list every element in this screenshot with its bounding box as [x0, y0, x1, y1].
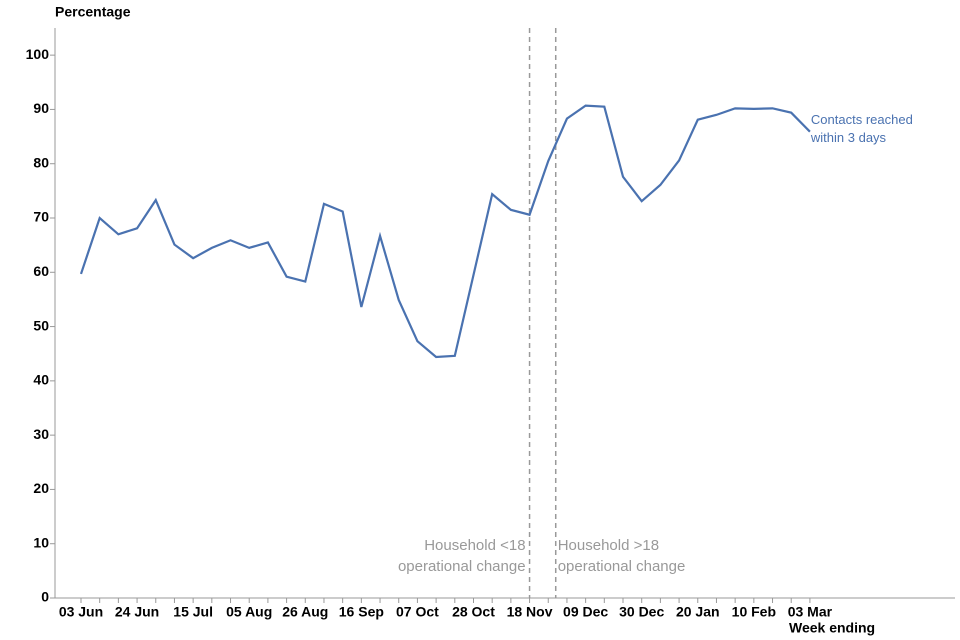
y-tick-label: 50 [33, 317, 49, 333]
x-tick-label: 16 Sep [339, 604, 384, 620]
y-tick-label: 30 [33, 426, 49, 442]
y-tick-label: 80 [33, 154, 49, 170]
x-axis-title: Week ending [789, 620, 875, 636]
annotation-label: operational change [558, 558, 686, 575]
series-label: within 3 days [810, 130, 887, 145]
annotation-label: Household >18 [558, 537, 659, 554]
data-line [79, 104, 811, 359]
y-tick-label: 0 [41, 589, 49, 605]
y-tick-label: 10 [33, 534, 49, 550]
x-tick-label: 03 Jun [59, 604, 103, 620]
annotation-label: Household <18 [424, 537, 525, 554]
x-tick-label: 15 Jul [173, 604, 213, 620]
y-tick-label: 100 [26, 46, 50, 62]
x-tick-label: 26 Aug [282, 604, 328, 620]
x-tick-label: 24 Jun [115, 604, 159, 620]
x-tick-label: 05 Aug [226, 604, 272, 620]
x-tick-label: 30 Dec [619, 604, 664, 620]
x-tick-label: 09 Dec [563, 604, 608, 620]
series-label: Contacts reached [811, 112, 913, 127]
x-tick-label: 07 Oct [396, 604, 439, 620]
x-tick-label: 10 Feb [732, 604, 776, 620]
y-tick-label: 20 [33, 480, 49, 496]
y-axis-title: Percentage [55, 4, 131, 20]
x-tick-label: 03 Mar [788, 604, 833, 620]
x-tick-label: 20 Jan [676, 604, 720, 620]
annotation-label: operational change [398, 558, 526, 575]
y-tick-label: 40 [33, 372, 49, 388]
x-tick-label: 18 Nov [507, 604, 553, 620]
y-tick-label: 60 [33, 263, 49, 279]
x-tick-label: 28 Oct [452, 604, 495, 620]
y-tick-label: 90 [33, 100, 49, 116]
y-tick-label: 70 [33, 209, 49, 225]
